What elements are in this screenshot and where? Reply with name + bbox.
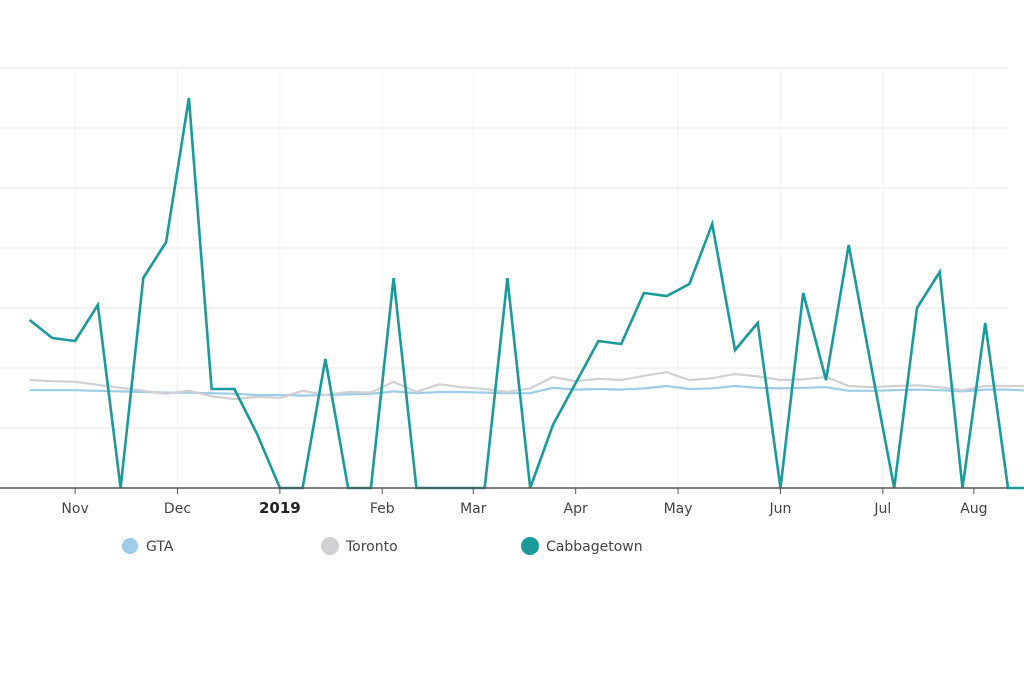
x-tick-label: Feb	[370, 501, 395, 517]
x-tick-label: Mar	[460, 501, 487, 517]
x-tick-label: 2019	[259, 499, 301, 517]
x-tick-label: Nov	[61, 501, 88, 517]
x-tick-label: May	[664, 501, 693, 517]
legend[interactable]: GTA Toronto Cabbagetown	[122, 537, 643, 555]
legend-marker	[122, 538, 138, 554]
legend-label: Toronto	[345, 539, 398, 555]
legend-label: GTA	[146, 539, 174, 555]
series-line-cabbagetown[interactable]	[28, 97, 1024, 490]
legend-item-cabbagetown[interactable]: Cabbagetown	[521, 537, 643, 555]
x-axis: Nov Dec 2019 Feb Mar Apr May Jun Jul Aug	[0, 487, 1008, 517]
legend-item-toronto[interactable]: Toronto	[321, 537, 398, 555]
legend-marker	[521, 537, 539, 555]
x-tick-label: Jun	[769, 501, 792, 517]
x-tick-label: Dec	[164, 501, 191, 517]
x-tick-label: Jul	[873, 501, 891, 517]
legend-label: Cabbagetown	[546, 539, 643, 555]
series-line-toronto[interactable]	[29, 371, 1024, 401]
series-layer	[28, 97, 1024, 490]
legend-marker	[321, 537, 339, 555]
legend-item-gta[interactable]: GTA	[122, 538, 174, 555]
x-tick-label: Apr	[564, 501, 588, 517]
grid-layer	[0, 67, 1008, 488]
x-tick-label: Aug	[960, 501, 987, 517]
